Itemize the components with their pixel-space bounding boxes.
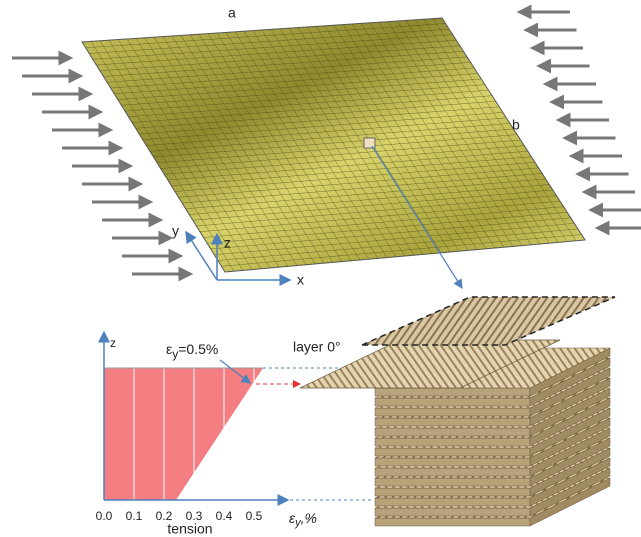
tension-label: tension xyxy=(167,521,212,537)
ply xyxy=(375,478,530,486)
ply xyxy=(375,428,530,436)
unit: ,% xyxy=(301,510,317,526)
arrow-left xyxy=(546,79,596,89)
axis-x-label: x xyxy=(297,272,304,288)
arrow-right xyxy=(102,215,160,225)
arrow-left xyxy=(559,115,609,125)
arrow-right xyxy=(92,197,150,207)
ply xyxy=(375,408,530,416)
text: =0.5% xyxy=(178,341,218,357)
ply xyxy=(375,468,530,476)
ply xyxy=(375,398,530,406)
label-b: b xyxy=(512,117,520,133)
arrow-right xyxy=(62,143,120,153)
arrow-right xyxy=(112,233,170,243)
arrow-left xyxy=(585,187,635,197)
arrow-left xyxy=(566,133,616,143)
ply xyxy=(375,388,530,396)
arrow-right xyxy=(72,161,130,171)
axis-y-label: y xyxy=(172,223,179,239)
arrow-left xyxy=(572,151,622,161)
ply xyxy=(375,518,530,526)
arrow-right xyxy=(12,53,70,63)
x-tick-label: 0.1 xyxy=(126,509,143,523)
arrow-right xyxy=(132,269,190,279)
arrow-left xyxy=(592,205,641,215)
arrow-left xyxy=(598,223,641,233)
laminate-stack xyxy=(300,297,615,526)
ply xyxy=(375,488,530,496)
arrow-left xyxy=(553,97,603,107)
ply xyxy=(375,418,530,426)
label-a: a xyxy=(228,5,236,21)
ply xyxy=(375,458,530,466)
ply-top xyxy=(362,297,615,345)
element xyxy=(364,138,375,148)
figure: a b x y z 0.00.10.20.30.40.5ztensionεy,%… xyxy=(0,0,641,537)
arrow-left xyxy=(520,7,570,17)
arrow-right xyxy=(82,179,140,189)
arrow-right xyxy=(32,89,90,99)
arrow-right xyxy=(42,107,100,117)
x-tick-label: 0.5 xyxy=(246,509,263,523)
ply xyxy=(375,508,530,516)
ply xyxy=(375,448,530,456)
x-tick-label: 0.0 xyxy=(96,509,113,523)
tension-area xyxy=(104,368,263,500)
plate xyxy=(82,18,585,272)
arrow-right xyxy=(22,71,80,81)
x-tick-label: 0.4 xyxy=(216,509,233,523)
laminate-label: layer 0° xyxy=(293,339,341,355)
x-axis-label: εy,% xyxy=(289,510,317,529)
arrow-left xyxy=(527,25,577,35)
arrow-left xyxy=(540,61,590,71)
arrow-right xyxy=(122,251,180,261)
axis-z-label: z xyxy=(110,336,116,350)
ply xyxy=(375,498,530,506)
arrow-right xyxy=(52,125,110,135)
ply xyxy=(375,438,530,446)
arrow-left xyxy=(533,43,583,53)
annotation: εy=0.5% xyxy=(166,341,218,361)
axis-z-label: z xyxy=(224,235,231,251)
arrow-left xyxy=(579,169,629,179)
